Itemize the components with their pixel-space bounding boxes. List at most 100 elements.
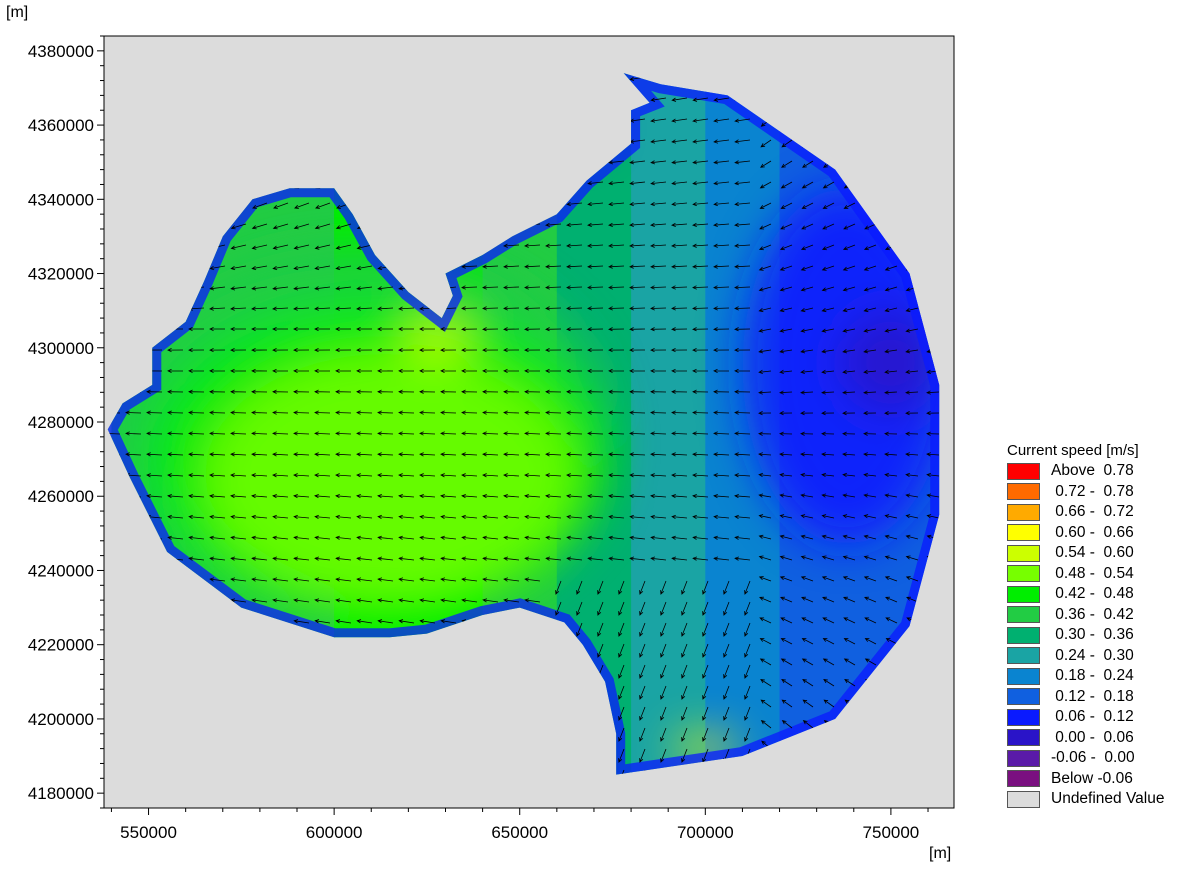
current-vector xyxy=(356,286,373,291)
current-vector xyxy=(639,685,646,700)
current-vector xyxy=(545,410,562,415)
current-vector xyxy=(335,410,352,415)
current-vector xyxy=(356,452,373,457)
current-vector xyxy=(842,493,856,498)
current-vector xyxy=(209,410,226,415)
current-vector xyxy=(713,389,730,394)
current-vector xyxy=(734,327,751,332)
legend-label: -0.06 - 0.00 xyxy=(1051,749,1135,767)
current-vector xyxy=(146,410,163,415)
legend-swatch xyxy=(1007,708,1040,726)
current-vector xyxy=(884,265,898,271)
current-vector xyxy=(314,535,331,540)
current-vector xyxy=(272,535,289,540)
current-vector xyxy=(650,452,667,457)
current-vector xyxy=(650,306,667,311)
legend-label: 0.30 - 0.36 xyxy=(1051,626,1134,644)
current-vector xyxy=(650,243,667,248)
current-vector xyxy=(566,201,583,207)
current-vector xyxy=(905,431,919,436)
legend-label: Undefined Value xyxy=(1051,790,1165,808)
legend-item: 0.66 - 0.72 xyxy=(1007,502,1187,523)
current-vector xyxy=(660,706,667,721)
current-vector xyxy=(524,514,541,520)
current-vector xyxy=(713,535,730,540)
current-vector xyxy=(503,598,520,603)
current-vector xyxy=(230,347,247,353)
current-vector xyxy=(356,577,373,582)
current-vector xyxy=(566,431,583,436)
current-vector xyxy=(293,473,310,478)
current-vector xyxy=(209,452,226,457)
current-vector xyxy=(419,326,435,332)
current-vector xyxy=(629,222,646,227)
current-vector xyxy=(503,410,520,415)
current-vector xyxy=(905,452,919,457)
current-vector xyxy=(843,658,856,666)
current-vector xyxy=(209,286,226,291)
current-vector xyxy=(681,727,688,742)
axes: 550000 600000 650000 700000 750000 4180000 420… xyxy=(28,35,929,842)
x-axis-unit-label: [m] xyxy=(929,845,951,862)
current-vector xyxy=(230,473,247,478)
current-vector xyxy=(801,638,814,645)
legend-swatch xyxy=(1007,544,1040,562)
current-vector xyxy=(843,617,856,624)
current-vector xyxy=(167,410,184,415)
current-vector xyxy=(723,664,730,679)
current-vector xyxy=(884,576,898,582)
current-vector xyxy=(779,472,793,478)
current-vector xyxy=(842,328,856,333)
current-vector xyxy=(744,664,751,679)
legend-swatch xyxy=(1007,729,1040,747)
current-vector xyxy=(681,580,688,595)
current-vector xyxy=(566,514,583,520)
current-vector xyxy=(734,535,751,540)
legend-swatch xyxy=(1007,585,1040,603)
current-vector xyxy=(461,306,478,311)
current-vector xyxy=(713,160,730,165)
current-vector xyxy=(272,223,289,230)
current-vector xyxy=(482,389,499,394)
current-vector xyxy=(779,493,793,498)
current-vector xyxy=(844,678,856,687)
current-vector xyxy=(671,181,688,186)
current-vector xyxy=(482,410,499,415)
current-vector xyxy=(576,580,583,595)
legend-label: 0.12 - 0.18 xyxy=(1051,687,1134,705)
current-vector xyxy=(618,685,625,700)
current-vector xyxy=(251,473,268,478)
current-vector xyxy=(758,514,772,519)
current-vector xyxy=(294,202,310,209)
current-vector xyxy=(821,472,835,478)
current-vector xyxy=(734,118,751,123)
current-vector xyxy=(608,285,625,290)
current-vector xyxy=(230,244,247,250)
current-vector xyxy=(692,556,709,561)
current-vector xyxy=(671,285,688,290)
current-vector xyxy=(398,494,415,499)
current-vector xyxy=(905,472,919,478)
current-vector xyxy=(440,473,457,478)
current-vector xyxy=(671,410,688,415)
current-vector xyxy=(545,389,562,394)
current-vector xyxy=(734,264,751,269)
current-vector xyxy=(314,556,331,561)
current-vector xyxy=(758,369,772,374)
current-vector xyxy=(618,748,625,763)
current-vector xyxy=(800,265,814,271)
current-vector xyxy=(461,535,478,540)
current-vector xyxy=(692,264,709,269)
current-vector xyxy=(356,514,373,520)
current-vector xyxy=(461,514,478,520)
current-vector xyxy=(800,493,814,498)
current-vector xyxy=(587,181,604,186)
current-vector xyxy=(377,368,394,374)
current-vector xyxy=(884,328,898,333)
current-vector xyxy=(713,494,730,499)
current-vector xyxy=(398,514,415,520)
current-vector xyxy=(884,286,898,292)
current-vector xyxy=(671,347,688,353)
current-vector xyxy=(681,601,688,616)
current-vector xyxy=(251,389,268,394)
